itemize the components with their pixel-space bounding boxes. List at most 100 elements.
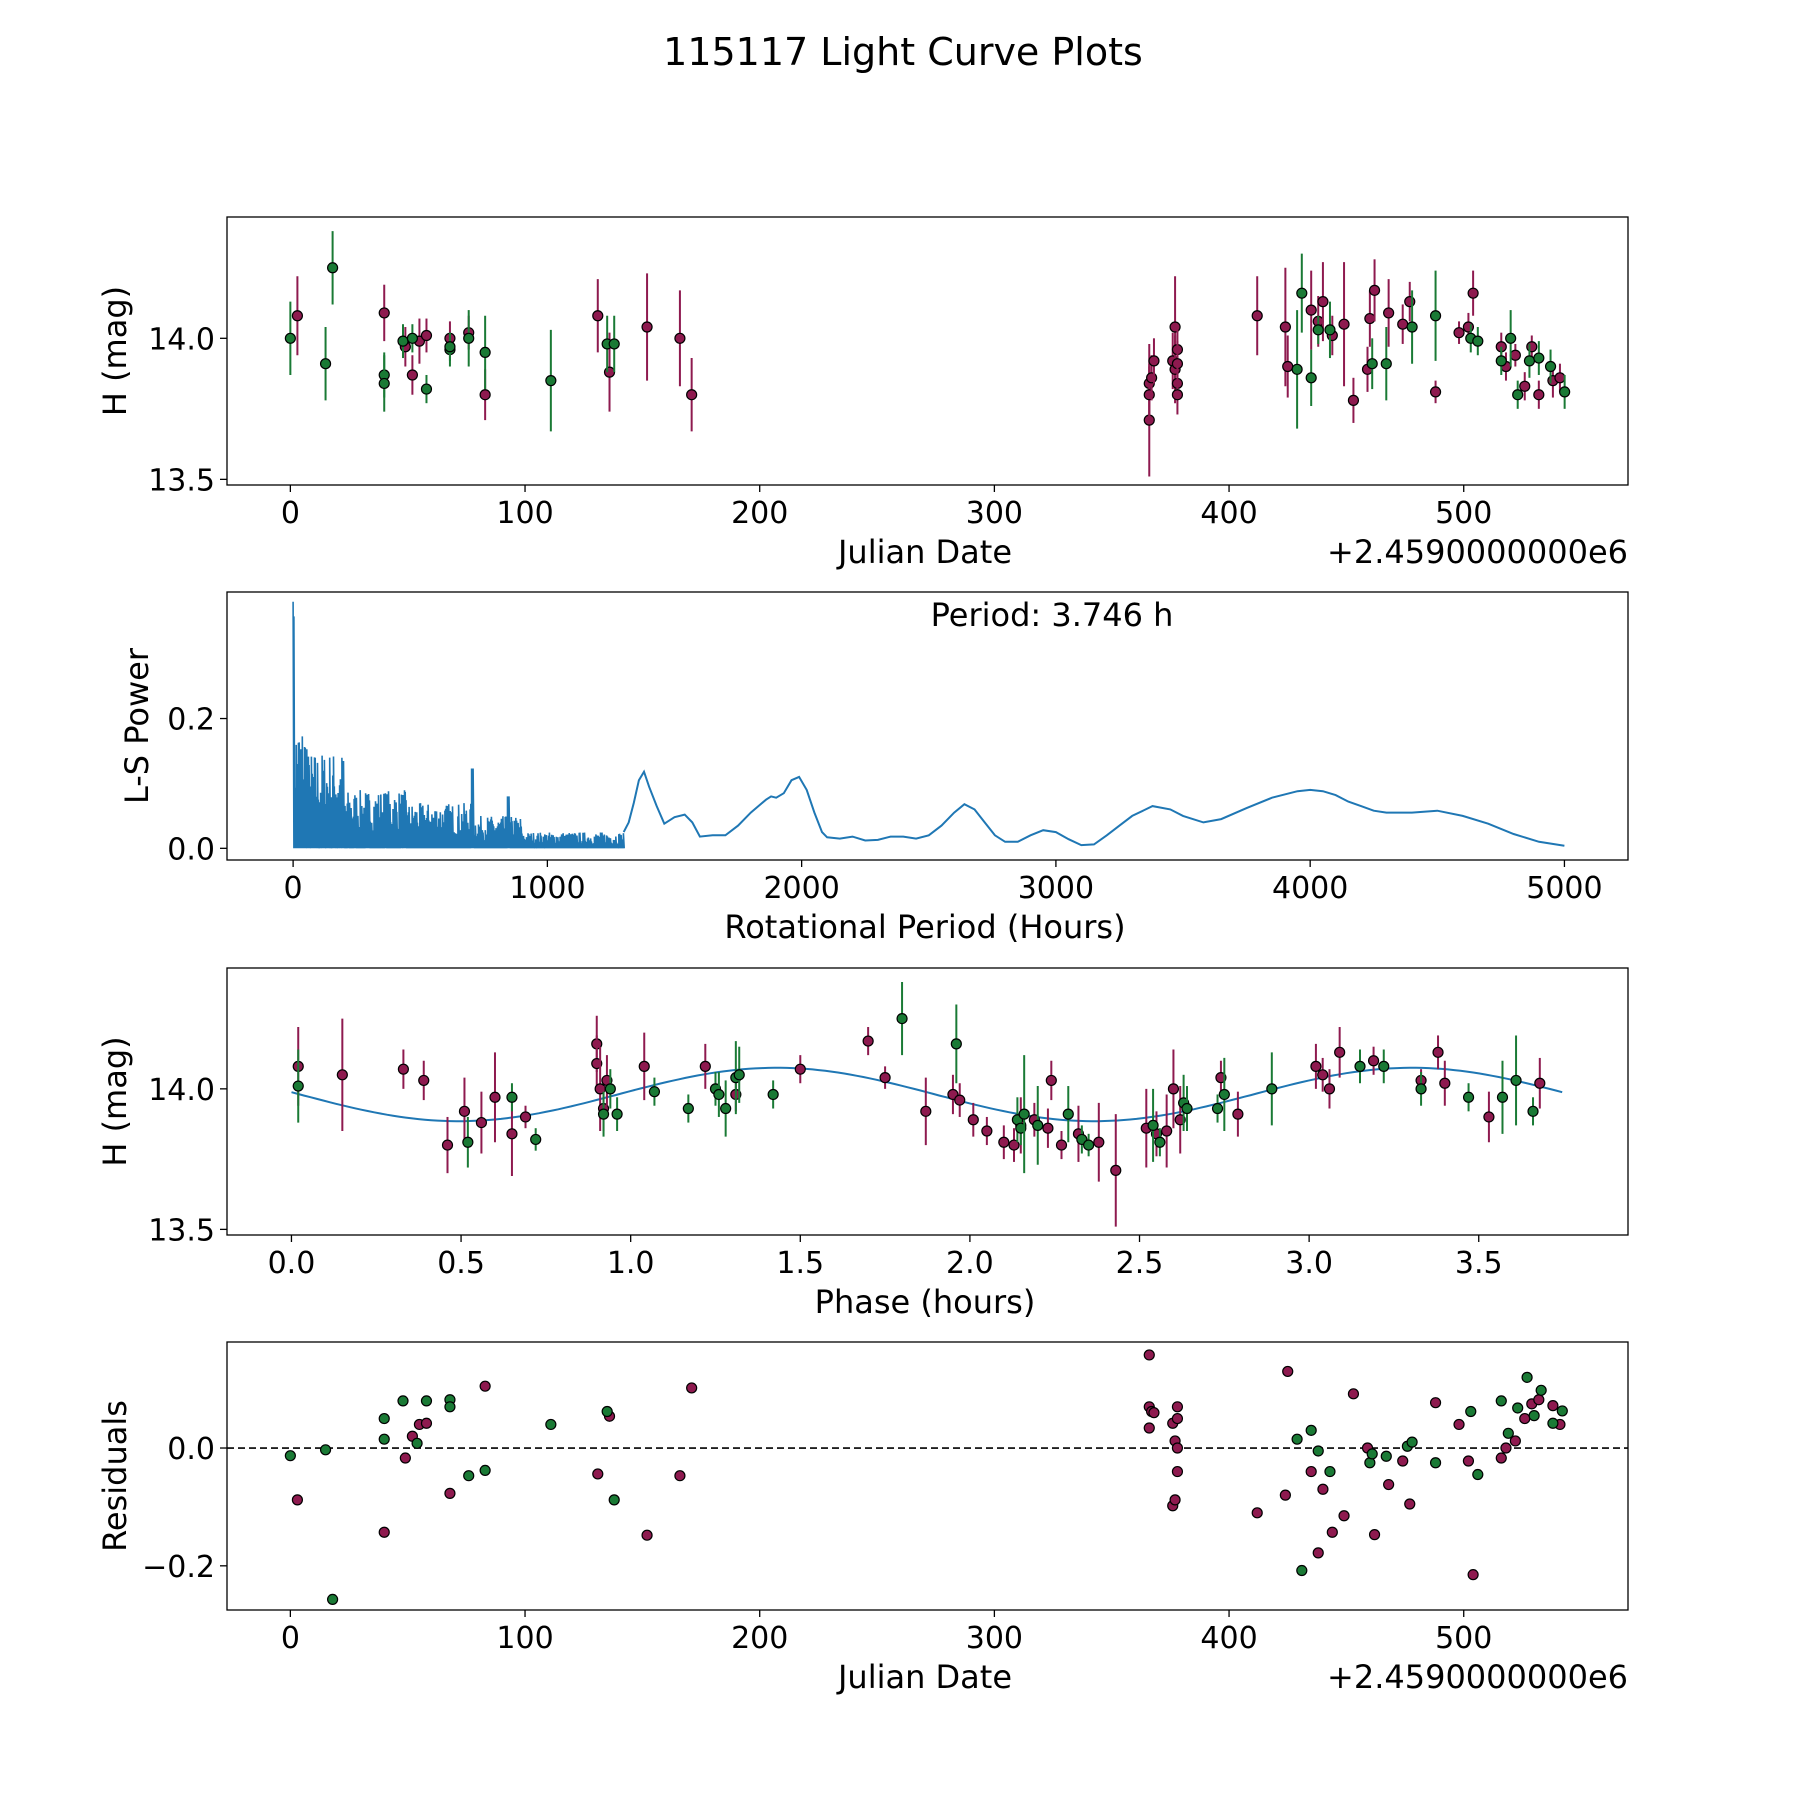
x-tick-label: 100 <box>496 1621 553 1656</box>
data-point <box>1462 1455 1475 1467</box>
data-point <box>1110 1164 1122 1176</box>
y-tick-label: −0.2 <box>142 1550 215 1585</box>
data-point <box>1317 296 1329 308</box>
data-point <box>1169 321 1181 333</box>
data-point <box>1429 386 1442 398</box>
plot-area <box>227 1349 1628 1605</box>
data-point <box>479 346 491 359</box>
x-tick-label: 2.0 <box>946 1246 994 1281</box>
panel-lightcurve: 0 100 200 300 400 500 13.5 14.0 Julian Date H (ma… <box>96 216 1629 571</box>
data-point <box>319 358 332 370</box>
x-tick-label: 0.0 <box>268 1246 316 1281</box>
data-point <box>641 1529 653 1541</box>
x-tick-label: 400 <box>1200 1621 1257 1656</box>
data-point <box>399 1452 411 1464</box>
data-point <box>998 1136 1010 1148</box>
plot-area <box>284 231 1571 477</box>
data-point <box>1305 304 1317 316</box>
x-tick-label: 1000 <box>509 871 585 906</box>
data-point <box>1453 1418 1465 1431</box>
y-tick-label: 14.0 <box>148 1073 215 1108</box>
data-point <box>284 332 296 344</box>
data-point <box>411 1437 423 1449</box>
data-point <box>1148 355 1160 367</box>
periodogram-line <box>622 769 1565 847</box>
panels: 0 100 200 300 400 500 13.5 14.0 Julian Date H (ma… <box>96 216 1629 1696</box>
data-point <box>674 332 686 344</box>
data-point <box>1502 1427 1514 1439</box>
data-point <box>1510 1074 1522 1087</box>
data-point <box>1528 1410 1540 1422</box>
x-tick-label: 200 <box>731 496 788 531</box>
data-point <box>1527 1105 1539 1117</box>
data-point <box>1282 1365 1294 1378</box>
data-point <box>1495 1452 1507 1464</box>
data-point <box>1534 1077 1546 1089</box>
data-point <box>1338 1510 1350 1522</box>
x-offset-label: +2.4590000000e6 <box>1327 533 1628 571</box>
data-point <box>601 1405 613 1418</box>
x-offset-label: +2.4590000000e6 <box>1327 1658 1628 1696</box>
data-point <box>794 1063 806 1075</box>
data-point <box>686 1382 698 1394</box>
y-axis-label: H (mag) <box>96 286 134 416</box>
data-point <box>1472 335 1484 347</box>
axes-frame <box>226 1341 1629 1611</box>
data-point <box>1368 1529 1381 1541</box>
data-point <box>291 310 304 322</box>
data-point <box>1347 394 1360 406</box>
data-point <box>1364 312 1376 325</box>
data-point <box>1171 1465 1184 1478</box>
data-point <box>682 1102 694 1115</box>
data-point <box>458 1105 471 1117</box>
data-point <box>1317 1069 1329 1081</box>
data-point <box>1045 1074 1057 1087</box>
data-point <box>1523 355 1536 367</box>
data-point <box>1533 389 1545 401</box>
data-point <box>1171 1442 1184 1454</box>
data-point <box>1167 1083 1180 1095</box>
data-point <box>336 1069 348 1081</box>
y-axis-label: Residuals <box>96 1400 134 1552</box>
data-point <box>967 1114 979 1126</box>
data-point <box>1218 1088 1230 1101</box>
data-point <box>378 1412 390 1425</box>
data-point <box>378 307 390 319</box>
data-point <box>896 1012 908 1025</box>
data-point <box>1547 1400 1559 1412</box>
data-point <box>1521 1371 1533 1383</box>
data-point <box>920 1105 932 1117</box>
data-point <box>1251 1507 1263 1519</box>
data-point <box>319 1444 332 1456</box>
series-green <box>284 1371 1568 1605</box>
data-point <box>699 1060 711 1072</box>
data-point <box>420 1395 433 1407</box>
data-point <box>1380 1450 1392 1462</box>
data-point <box>284 1450 296 1462</box>
data-point <box>1496 1091 1509 1103</box>
data-point <box>397 335 409 347</box>
data-point <box>506 1128 518 1140</box>
x-tick-label: 1.0 <box>607 1246 655 1281</box>
data-point <box>1310 1060 1322 1072</box>
data-point <box>1266 1083 1278 1095</box>
data-point <box>1291 1433 1303 1445</box>
data-point <box>1429 1397 1442 1409</box>
data-point <box>733 1069 745 1081</box>
data-point <box>420 1417 433 1429</box>
x-axis-label: Rotational Period (Hours) <box>724 908 1125 946</box>
data-point <box>463 1470 475 1482</box>
y-tick-label: 14.0 <box>148 322 215 357</box>
data-point <box>1169 1494 1181 1506</box>
data-point <box>1406 321 1418 333</box>
data-point <box>1406 1436 1418 1448</box>
x-tick-label: 500 <box>1435 1621 1492 1656</box>
data-point <box>1154 1136 1166 1148</box>
data-point <box>638 1060 650 1072</box>
x-tick-label: 0 <box>281 1621 300 1656</box>
data-point <box>1439 1077 1451 1089</box>
data-point <box>1483 1111 1495 1123</box>
data-point <box>720 1102 732 1115</box>
data-point <box>1083 1139 1095 1151</box>
data-point <box>462 1136 474 1148</box>
